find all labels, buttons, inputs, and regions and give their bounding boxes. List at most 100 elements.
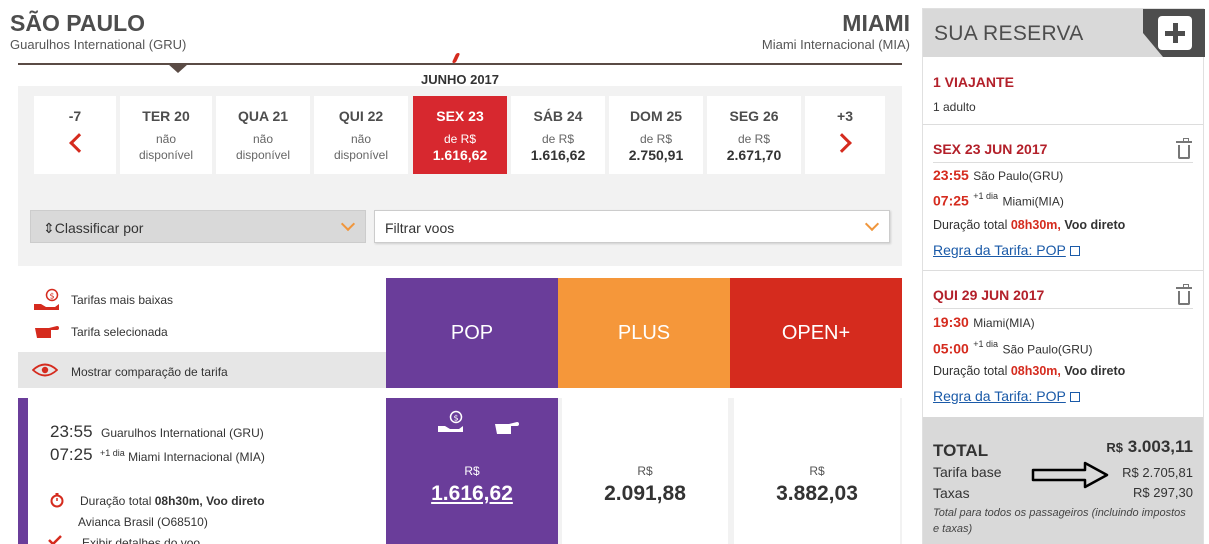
sort-label-text: Classificar por — [54, 220, 144, 236]
total-label: TOTAL — [933, 441, 989, 460]
date-thu-22[interactable]: QUI 22 não disponível — [314, 96, 408, 174]
route-divider — [18, 63, 902, 65]
date-status: não — [350, 132, 372, 146]
origin-airport: Guarulhos International (GRU) — [10, 37, 187, 52]
date-label: QUI 22 — [338, 108, 384, 124]
inbound-fare-rule[interactable]: Regra da Tarifa: POP — [933, 388, 1080, 406]
pointing-hand-icon — [35, 326, 59, 338]
totals-section: TOTAL R$ 3.003,11 Tarifa base R$ 2.705,8… — [923, 417, 1203, 544]
totals-note: Total para todos os passageiros (incluin… — [933, 507, 1186, 535]
date-fri-23[interactable]: SEX 23 de R$ 1.616,62 — [413, 96, 507, 174]
inbound-section: QUI 29 JUN 2017 19:30 Miami(MIA) 05:00 +… — [923, 271, 1203, 417]
external-link-icon — [1069, 392, 1080, 402]
outbound-arrival: 07:25 +1 dia Miami(MIA) — [933, 191, 1064, 210]
inbound-date: QUI 29 JUN 2017 — [933, 287, 1045, 303]
arrival-time: 07:25 — [50, 445, 93, 464]
outbound-departure: 23:55 São Paulo(GRU) — [933, 167, 1063, 185]
destination-airport: Miami Internacional (MIA) — [761, 37, 910, 52]
date-status: disponível — [235, 148, 291, 162]
direct-flight: Voo direto — [1064, 218, 1126, 232]
legend-selected-text: Tarifa selecionada — [71, 325, 168, 339]
divider — [933, 162, 1193, 163]
inbound-departure: 19:30 Miami(MIA) — [933, 314, 1035, 332]
outbound-duration: Duração total 08h30m, Voo direto — [933, 218, 1125, 232]
svg-text:$: $ — [454, 414, 459, 423]
arrow-right-icon — [1031, 461, 1109, 489]
date-sun-25[interactable]: DOM 25 de R$ 2.750,91 — [609, 96, 703, 174]
filter-select[interactable]: Filtrar voos — [374, 210, 890, 243]
trash-icon[interactable] — [1176, 138, 1192, 159]
chevron-down-icon — [340, 216, 356, 232]
month-label: JUNHO 2017 — [420, 72, 500, 87]
outbound-fare-rule[interactable]: Regra da Tarifa: POP — [933, 242, 1080, 260]
fare-currency: R$ — [809, 464, 825, 478]
fare-legend: $ Tarifas mais baixas Tarifa selecionada… — [18, 278, 386, 388]
taxes-label: Taxas — [933, 485, 970, 501]
travelers-detail: 1 adulto — [933, 100, 976, 114]
date-strip: -7 TER 20 não disponível QUA 21 não disp… — [18, 86, 902, 180]
route-header: SÃO PAULO Guarulhos International (GRU) … — [10, 10, 910, 70]
flight-details-link[interactable]: Exibir detalhes do voo — [82, 536, 201, 544]
money-hand-icon: $ — [34, 288, 59, 310]
chevron-right-icon — [832, 133, 852, 153]
legend-selected: Tarifa selecionada — [18, 320, 386, 342]
checkbox-icon[interactable] — [48, 535, 62, 544]
date-price: 1.616,62 — [432, 147, 488, 163]
fare-cell-plus[interactable]: R$ 2.091,88 — [562, 398, 728, 544]
date-price: 1.616,62 — [530, 147, 586, 163]
money-hand-icon: $ — [438, 410, 463, 432]
date-price-prefix: de R$ — [443, 132, 477, 146]
fare-currency: R$ — [637, 464, 653, 478]
compare-fares-toggle[interactable]: Mostrar comparação de tarifa — [18, 352, 386, 388]
fare-price-pop[interactable]: 1.616,62 — [431, 482, 513, 505]
next-days-button[interactable]: +3 — [805, 96, 885, 174]
flight-carrier: Avianca Brasil (O68510) — [78, 515, 208, 529]
fare-header-open: OPEN+ — [730, 278, 902, 388]
duration-value: 08h30m, Voo direto — [154, 494, 265, 508]
outbound-arr-time: 07:25 — [933, 192, 969, 209]
reservation-title: SUA RESERVA — [934, 22, 1084, 45]
eye-icon — [32, 363, 58, 377]
direct-flight: Voo direto — [1064, 364, 1126, 378]
date-price-prefix: de R$ — [541, 132, 575, 146]
base-fare-value: R$ 2.705,81 — [1122, 465, 1193, 480]
date-status: não — [155, 132, 177, 146]
duration-value: 08h30m, — [1010, 364, 1061, 378]
prev-week-button[interactable]: -7 — [34, 96, 116, 174]
departure-time: 23:55 — [50, 422, 93, 441]
next-day-badge: +1 dia — [100, 448, 125, 458]
inbound-arr-place: São Paulo(GRU) — [1002, 342, 1093, 357]
duration-label: Duração total — [80, 494, 152, 508]
sort-select[interactable]: ⇕Classificar por — [30, 210, 366, 243]
fare-rule-link[interactable]: Regra da Tarifa: POP — [933, 388, 1066, 404]
date-label: SÁB 24 — [533, 108, 583, 124]
trash-icon[interactable] — [1176, 284, 1192, 305]
pointing-hand-icon — [495, 422, 519, 434]
fare-rule-link[interactable]: Regra da Tarifa: POP — [933, 242, 1066, 258]
divider — [933, 308, 1193, 309]
fare-cell-pop[interactable]: $ R$ 1.616,62 — [386, 398, 558, 544]
total-currency: R$ — [1106, 440, 1124, 455]
external-link-icon — [1069, 246, 1080, 256]
inbound-duration: Duração total 08h30m, Voo direto — [933, 364, 1125, 378]
departure-place: Guarulhos International (GRU) — [101, 426, 264, 440]
fare-price-plus: 2.091,88 — [604, 482, 686, 505]
outbound-date: SEX 23 JUN 2017 — [933, 141, 1048, 157]
fare-cell-open[interactable]: R$ 3.882,03 — [734, 398, 900, 544]
date-price-prefix: de R$ — [639, 132, 673, 146]
travelers-count: 1 VIAJANTE — [933, 74, 1014, 90]
destination-city: MIAMI — [842, 10, 910, 36]
expand-plus-icon[interactable] — [1158, 16, 1192, 50]
date-label: SEX 23 — [436, 108, 484, 124]
compare-fares-text: Mostrar comparação de tarifa — [71, 365, 228, 379]
total-amount: 3.003,11 — [1127, 437, 1193, 456]
fare-currency: R$ — [464, 464, 480, 478]
date-tue-20[interactable]: TER 20 não disponível — [120, 96, 212, 174]
date-mon-26[interactable]: SEG 26 de R$ 2.671,70 — [707, 96, 801, 174]
arrival-place: +1 dia Miami Internacional (MIA) — [100, 448, 265, 464]
taxes-value: R$ 297,30 — [1133, 485, 1193, 500]
date-sat-24[interactable]: SÁB 24 de R$ 1.616,62 — [511, 96, 605, 174]
chevron-down-icon — [864, 216, 880, 232]
date-wed-21[interactable]: QUA 21 não disponível — [216, 96, 310, 174]
date-status: disponível — [333, 148, 389, 162]
